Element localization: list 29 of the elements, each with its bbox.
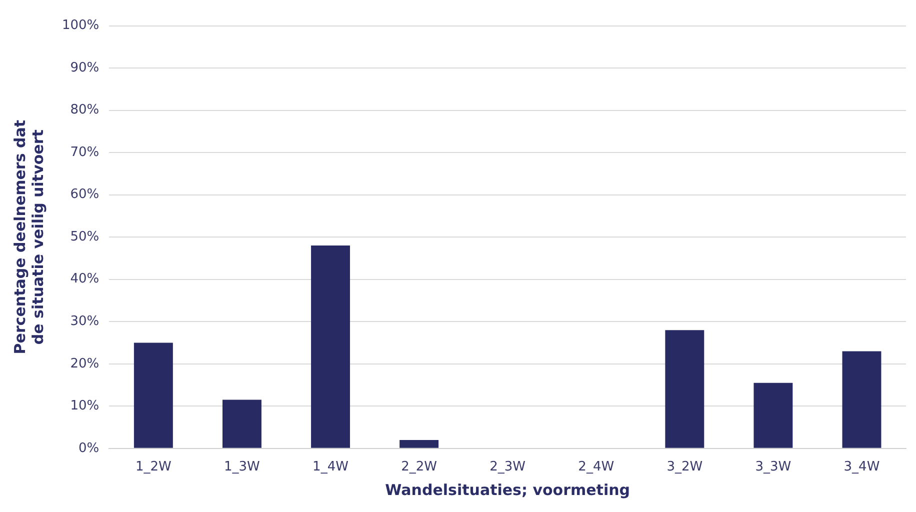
- bar: [665, 330, 704, 448]
- y-tick-label: 40%: [70, 272, 100, 287]
- x-axis-title: Wandelsituaties; voormeting: [385, 480, 630, 499]
- x-tick-label: 2_4W: [578, 460, 614, 475]
- x-tick-label: 3_2W: [666, 460, 703, 475]
- x-tick-label: 1_4W: [312, 460, 349, 475]
- y-tick-label: 10%: [70, 398, 100, 414]
- x-tick-label: 2_3W: [490, 460, 526, 475]
- bar: [842, 351, 882, 448]
- bar: [222, 400, 262, 448]
- x-tick-label: 1_3W: [224, 460, 260, 475]
- y-tick-label: 20%: [70, 356, 100, 372]
- x-tick-label: 1_2W: [135, 460, 172, 475]
- x-tick-label: 3_3W: [755, 460, 792, 475]
- y-axis-title: Percentage deelnemers dat de situatie veilig uitvoert: [10, 120, 47, 354]
- y-tick-label: 90%: [70, 60, 100, 76]
- y-tick-label: 0%: [78, 440, 100, 456]
- bar: [754, 382, 793, 448]
- y-tick-label: 80%: [70, 102, 100, 118]
- y-tick-label: 100%: [62, 18, 100, 34]
- y-tick-label: 50%: [70, 229, 100, 244]
- y-tick-label: 30%: [70, 314, 100, 329]
- bar: [134, 342, 173, 448]
- y-tick-label: 70%: [70, 144, 100, 160]
- bar: [400, 440, 439, 448]
- y-tick-label: 60%: [70, 187, 100, 202]
- bar: [311, 246, 350, 448]
- x-tick-label: 3_4W: [844, 460, 880, 475]
- x-tick-label: 2_2W: [401, 460, 438, 475]
